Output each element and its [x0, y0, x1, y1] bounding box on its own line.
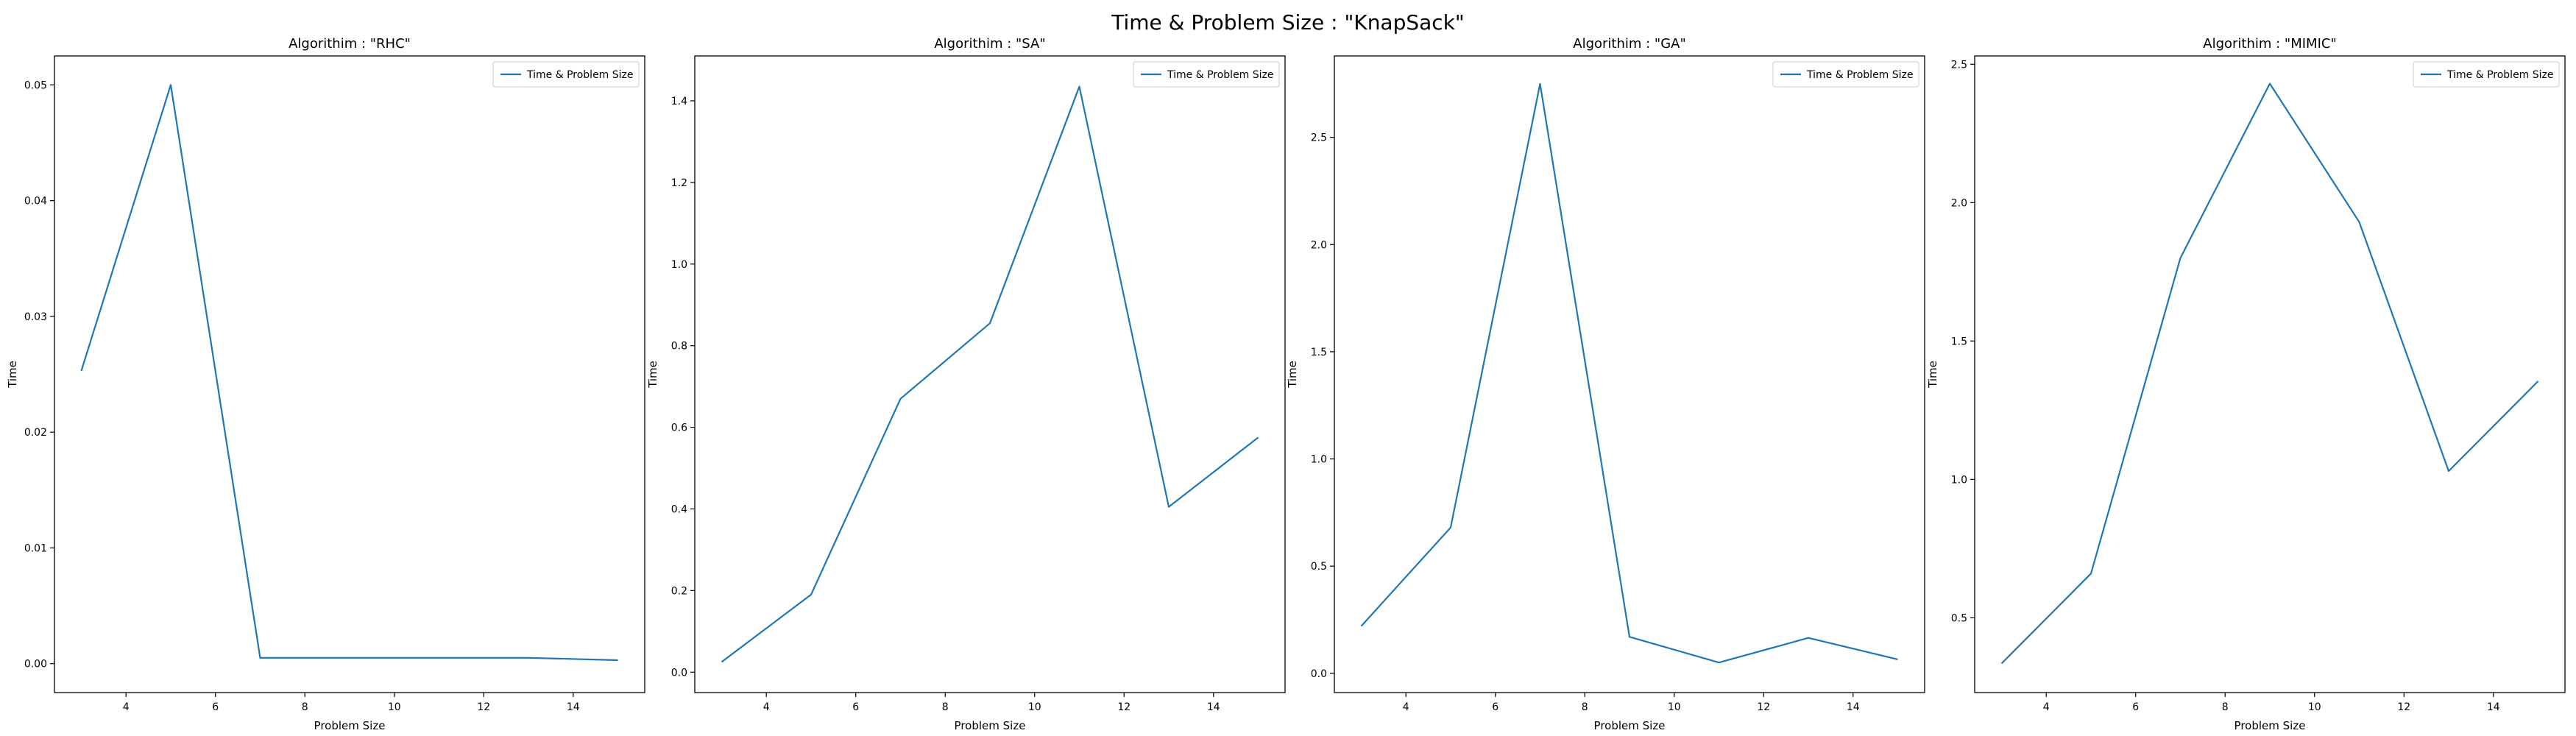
x-tick-label: 12: [477, 701, 490, 713]
x-tick-label: 12: [1117, 701, 1130, 713]
x-tick-label: 6: [1492, 701, 1498, 713]
subplot-1: Algorithim : "RHC" 4 6 8 10 12 14 0.00 0.01 0.02 0…: [6, 36, 645, 732]
x-tick-label: 6: [212, 701, 219, 713]
y-tick-label: 0.02: [24, 427, 47, 439]
x-tick-label: 4: [123, 701, 130, 713]
subplot-title: Algorithim : "SA": [934, 36, 1045, 52]
y-tick-label: 2.0: [1311, 239, 1327, 251]
y-tick-label: 1.5: [1951, 336, 1967, 347]
plot-area-frame: [694, 55, 1286, 693]
y-tick-label: 0.01: [24, 542, 47, 554]
x-tick-label: 14: [2487, 701, 2500, 713]
legend-box: [492, 61, 640, 88]
legend-label: Time & Problem Size: [1806, 69, 1914, 81]
x-tick-label: 6: [2132, 701, 2139, 713]
y-tick-label: 1.0: [1311, 454, 1327, 466]
x-tick-label: 8: [942, 701, 949, 713]
plot-area-frame: [54, 55, 645, 693]
x-tick-label: 14: [567, 701, 580, 713]
x-tick-label: 6: [852, 701, 859, 713]
subplot-title: Algorithim : "GA": [1573, 36, 1685, 52]
y-tick-label: 0.0: [671, 667, 687, 679]
y-axis-label: Time: [646, 361, 659, 389]
subplot-3: Algorithim : "GA" 4 6 8 10 12 14 0.0 0.5 1.0 1.5 2.…: [1286, 36, 1925, 732]
y-tick-label: 0.05: [24, 79, 47, 91]
x-tick-label: 14: [1207, 701, 1220, 713]
x-tick-label: 4: [2043, 701, 2050, 713]
subplot-title: Algorithim : "RHC": [289, 36, 411, 52]
y-tick-label: 0.6: [671, 422, 687, 434]
x-tick-label: 4: [1403, 701, 1409, 713]
series-line-1: [2000, 82, 2539, 665]
y-tick-label: 1.4: [671, 96, 687, 107]
series-line-1: [1360, 82, 1898, 664]
y-tick-label: 0.04: [24, 196, 47, 208]
x-tick-label: 8: [2222, 701, 2229, 713]
x-tick-label: 4: [763, 701, 770, 713]
y-tick-label: 0.5: [1951, 612, 1967, 624]
x-tick-label: 12: [2397, 701, 2410, 713]
plot-area-frame: [1334, 55, 1925, 693]
y-tick-label: 0.03: [24, 311, 47, 323]
y-tick-label: 2.5: [1951, 59, 1967, 71]
legend-box: [1133, 61, 1280, 88]
legend: Time & Problem Size: [1772, 61, 1919, 88]
y-tick-label: 2.0: [1951, 197, 1967, 209]
x-axis-label: Problem Size: [2234, 719, 2306, 732]
legend-label: Time & Problem Size: [526, 69, 634, 81]
x-axis-label: Problem Size: [955, 719, 1026, 732]
subplot-title: Algorithim : "MIMIC": [2203, 36, 2336, 52]
legend-label: Time & Problem Size: [2446, 69, 2554, 81]
y-tick-label: 1.0: [1951, 474, 1967, 486]
series-line-1: [80, 84, 618, 662]
legend: Time & Problem Size: [2413, 61, 2560, 88]
legend: Time & Problem Size: [492, 61, 640, 88]
x-tick-label: 10: [2308, 701, 2321, 713]
legend-box: [1772, 61, 1919, 88]
y-axis-label: Time: [1926, 361, 1939, 389]
y-tick-label: 0.00: [24, 659, 47, 670]
x-tick-label: 8: [302, 701, 308, 713]
x-tick-label: 10: [388, 701, 401, 713]
y-tick-label: 1.0: [671, 259, 687, 271]
subplots: Algorithim : "RHC" 4 6 8 10 12 14 0.00 0.01 0.02 0…: [6, 36, 2566, 732]
y-tick-label: 0.8: [671, 341, 687, 353]
series-line-1: [721, 85, 1259, 663]
x-tick-label: 14: [1847, 701, 1860, 713]
y-tick-label: 0.5: [1311, 561, 1327, 573]
subplot-4: Algorithim : "MIMIC" 4 6 8 10 12 14 0.5 1.0 1.5 2.…: [1926, 36, 2566, 732]
x-tick-label: 10: [1668, 701, 1681, 713]
x-axis-label: Problem Size: [314, 719, 386, 732]
y-tick-label: 1.2: [671, 177, 687, 189]
plot-area-frame: [1974, 55, 2566, 693]
legend: Time & Problem Size: [1133, 61, 1280, 88]
legend-box: [2413, 61, 2560, 88]
y-tick-label: 0.0: [1311, 668, 1327, 680]
y-tick-label: 0.4: [671, 503, 687, 515]
y-tick-label: 2.5: [1311, 132, 1327, 144]
x-tick-label: 12: [1757, 701, 1770, 713]
y-axis-label: Time: [6, 361, 19, 389]
figure-title: Time & Problem Size : "KnapSack": [1111, 10, 1465, 35]
y-tick-label: 0.2: [671, 585, 687, 597]
subplot-2: Algorithim : "SA" 4 6 8 10 12 14 0.0 0.2 0.4 0.6 0.…: [646, 36, 1286, 732]
x-tick-label: 10: [1028, 701, 1041, 713]
y-tick-label: 1.5: [1311, 347, 1327, 358]
x-tick-label: 8: [1582, 701, 1588, 713]
legend-label: Time & Problem Size: [1167, 69, 1274, 81]
y-axis-label: Time: [1286, 361, 1299, 389]
x-axis-label: Problem Size: [1594, 719, 1666, 732]
